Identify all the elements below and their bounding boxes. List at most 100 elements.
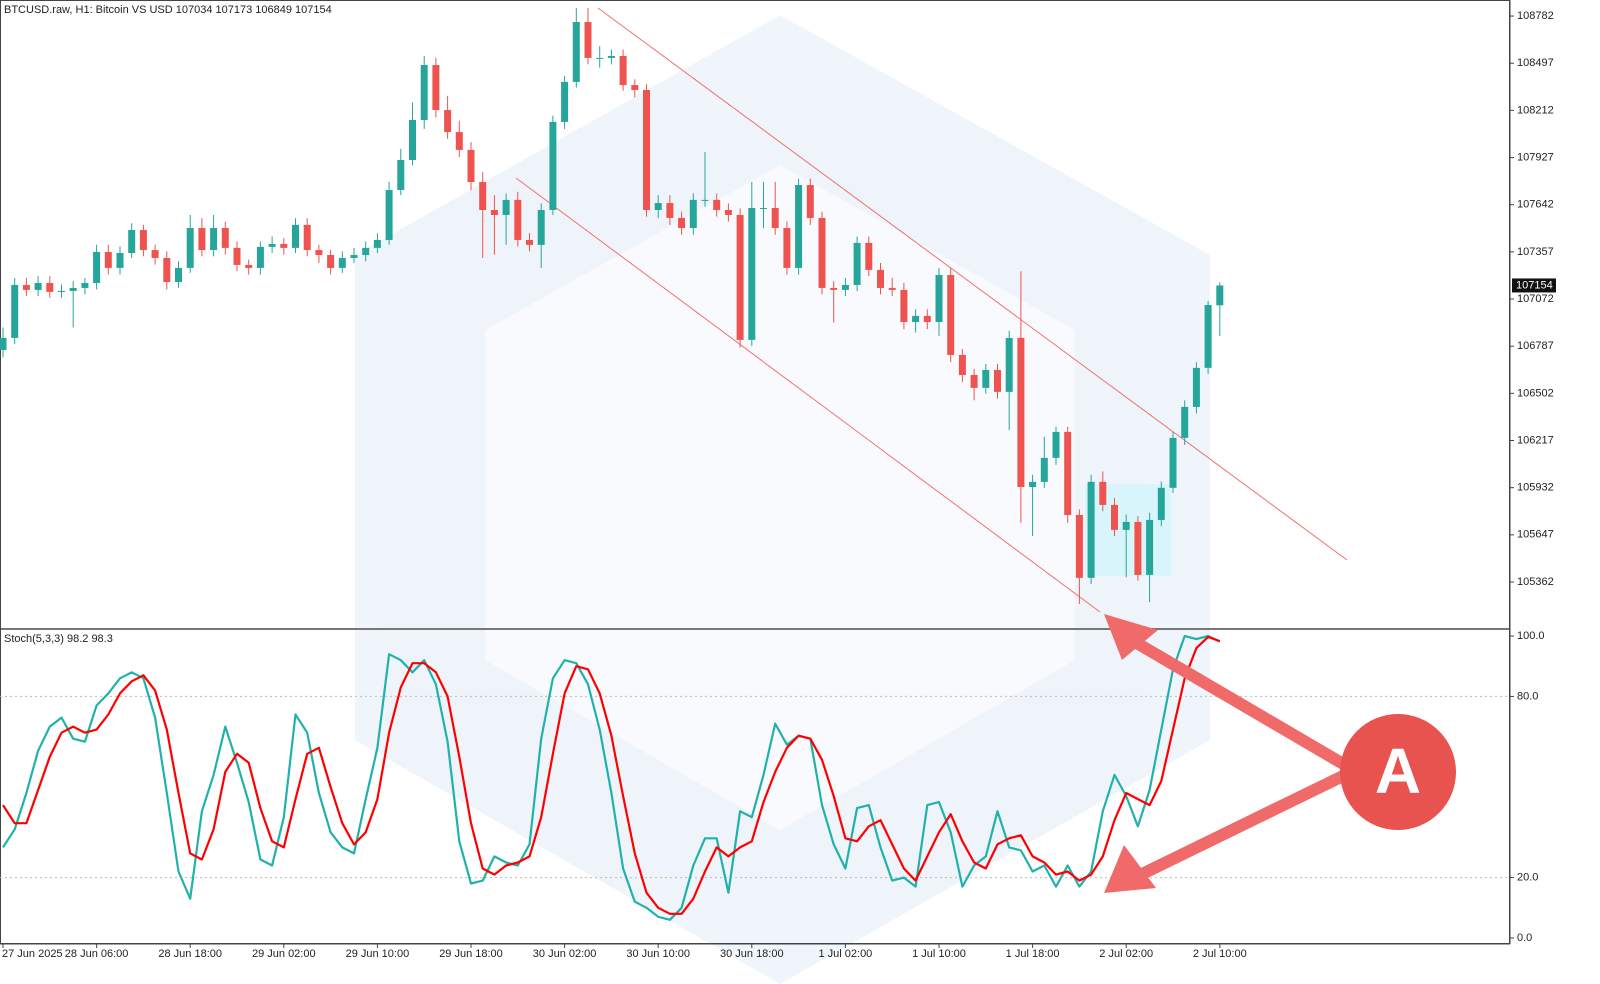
x-tick-label: 30 Jun 18:00: [720, 948, 784, 960]
candle-body: [724, 209, 732, 215]
candle-body: [561, 81, 569, 122]
candle-body: [596, 57, 604, 59]
candle-body: [175, 267, 182, 282]
y-tick-label: 106217: [1517, 434, 1554, 446]
candle-body: [151, 250, 159, 258]
y-tick-label: 107927: [1517, 151, 1554, 163]
candle-body: [631, 85, 639, 91]
candle-body: [572, 22, 580, 82]
candle-body: [865, 242, 873, 270]
candle-body: [1134, 521, 1142, 575]
channel-lower: [515, 177, 1101, 613]
stoch-line: [2, 635, 1221, 915]
candle-body: [900, 289, 908, 323]
candle-body: [292, 224, 299, 248]
candle-body: [818, 217, 826, 288]
candle-body: [1099, 481, 1107, 505]
candle-body: [350, 255, 358, 258]
y-tick-label: 107642: [1517, 199, 1554, 211]
candle-body: [256, 246, 264, 268]
candle-body: [385, 189, 393, 240]
candle-body: [233, 247, 241, 265]
candle-body: [1087, 481, 1095, 578]
candle-body: [666, 203, 674, 218]
x-tick-label: 29 Jun 10:00: [346, 948, 410, 960]
x-tick-label: 29 Jun 02:00: [252, 948, 316, 960]
candle-body: [1017, 337, 1025, 488]
candle-body: [1204, 304, 1212, 368]
candle-body: [877, 269, 884, 288]
y-tick-label: 107357: [1517, 246, 1554, 258]
y-tick-label: 105647: [1517, 529, 1554, 541]
y-tick-label: 108497: [1517, 57, 1554, 69]
candle-body: [1216, 285, 1224, 306]
candle-body: [678, 217, 686, 229]
candle-body: [795, 185, 803, 268]
candle-body: [888, 287, 896, 290]
candle-body: [163, 257, 171, 282]
x-tick-label: 2 Jul 10:00: [1193, 948, 1247, 960]
y-tick-label: 108212: [1517, 104, 1554, 116]
candle-body: [1169, 437, 1177, 488]
candle-body: [81, 282, 89, 288]
indicator-title: Stoch(5,3,3) 98.2 98.3: [4, 633, 113, 645]
candle-body: [221, 228, 229, 248]
candle-body: [654, 203, 662, 210]
candle-body: [373, 239, 381, 248]
candle-body: [245, 264, 253, 268]
y-tick-label: 107072: [1517, 293, 1554, 305]
y-tick-label: 106502: [1517, 387, 1554, 399]
candle-body: [514, 199, 522, 240]
candle-body: [46, 282, 54, 292]
candle-body: [584, 22, 592, 58]
candle-body: [1064, 431, 1072, 515]
x-tick-label: 2 Jul 02:00: [1099, 948, 1153, 960]
candle-body: [748, 208, 756, 340]
candle-body: [303, 224, 311, 251]
candle-body: [1111, 504, 1118, 530]
candle-body: [806, 185, 814, 218]
candle-body: [958, 354, 966, 375]
last-price-label: 107154: [1516, 279, 1553, 291]
candle-body: [139, 230, 147, 251]
candle-body: [1005, 337, 1013, 392]
channel-upper: [597, 7, 1348, 561]
candle-body: [713, 199, 721, 210]
candle-body: [0, 337, 7, 350]
candle-body: [912, 315, 920, 323]
candle-body: [1075, 514, 1083, 578]
x-tick-label: 1 Jul 02:00: [818, 948, 872, 960]
x-tick-label: 27 Jun 2025: [2, 948, 63, 960]
candle-body: [760, 208, 767, 210]
candle-body: [210, 228, 218, 251]
candle-body: [186, 228, 194, 268]
candle-body: [479, 182, 487, 210]
candle-body: [467, 149, 475, 183]
candle-body: [93, 252, 101, 283]
candle-body: [1192, 367, 1200, 407]
candle-body: [268, 243, 276, 247]
watermark: [355, 15, 1210, 984]
candle-body: [58, 290, 65, 292]
candle-body: [1157, 487, 1165, 520]
y-tick-label: 105932: [1517, 482, 1554, 494]
candle-body: [853, 242, 861, 285]
candle-body: [315, 250, 323, 256]
candle-body: [526, 239, 533, 245]
y-tick-label: 105362: [1517, 576, 1554, 588]
candle-body: [619, 55, 627, 86]
candle-body: [338, 257, 346, 268]
candle-body: [490, 209, 498, 215]
candle-body: [970, 374, 978, 388]
annotation-arrows: [1104, 614, 1349, 893]
candle-body: [455, 132, 463, 150]
x-tick-label: 30 Jun 10:00: [626, 948, 690, 960]
candle-body: [607, 55, 615, 58]
plot-frame: [0, 0, 1510, 944]
candle-body: [1040, 457, 1048, 482]
candle-body: [444, 110, 452, 133]
y-tick-label: 0.0: [1517, 932, 1532, 944]
candle-body: [736, 214, 744, 340]
candle-body: [327, 255, 335, 268]
candle-body: [432, 65, 440, 111]
